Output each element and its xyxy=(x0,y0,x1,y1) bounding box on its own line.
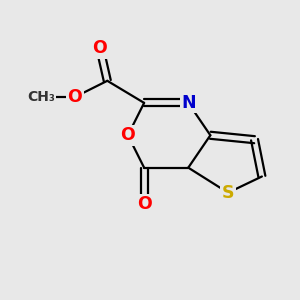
Text: O: O xyxy=(68,88,82,106)
Text: O: O xyxy=(93,39,107,57)
Text: O: O xyxy=(121,126,135,144)
Text: CH₃: CH₃ xyxy=(27,90,55,104)
Text: N: N xyxy=(181,94,196,112)
Text: S: S xyxy=(222,184,234,202)
Text: O: O xyxy=(137,196,152,214)
